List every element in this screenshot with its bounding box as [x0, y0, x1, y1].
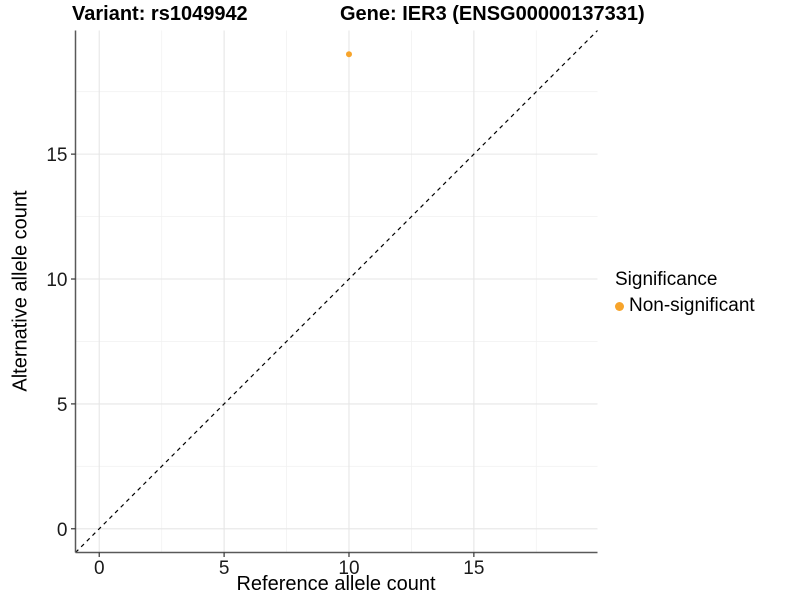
y-tick-label: 5 — [57, 395, 68, 416]
y-axis-title: Alternative allele count — [9, 190, 32, 392]
legend-point-icon — [615, 301, 624, 311]
x-axis-title: Reference allele count — [236, 573, 436, 595]
gene-title: Gene: IER3 (ENSG00000137331) — [340, 3, 645, 25]
legend-title: Significance — [615, 269, 718, 290]
legend-item-label: Non-significant — [629, 295, 755, 316]
x-tick-label: 5 — [219, 558, 230, 579]
x-tick-label: 0 — [94, 558, 105, 579]
x-tick-label: 10 — [338, 558, 359, 579]
y-tick-label: 10 — [46, 270, 67, 291]
legend: Significance Non-significant — [615, 269, 755, 317]
identity-line — [75, 30, 598, 553]
x-tick-label: 15 — [463, 558, 484, 579]
y-tick-label: 0 — [57, 520, 68, 541]
variant-title: Variant: rs1049942 — [72, 3, 248, 25]
legend-item: Non-significant — [615, 295, 755, 317]
data-point — [345, 51, 352, 58]
y-tick-label: 15 — [46, 145, 67, 166]
